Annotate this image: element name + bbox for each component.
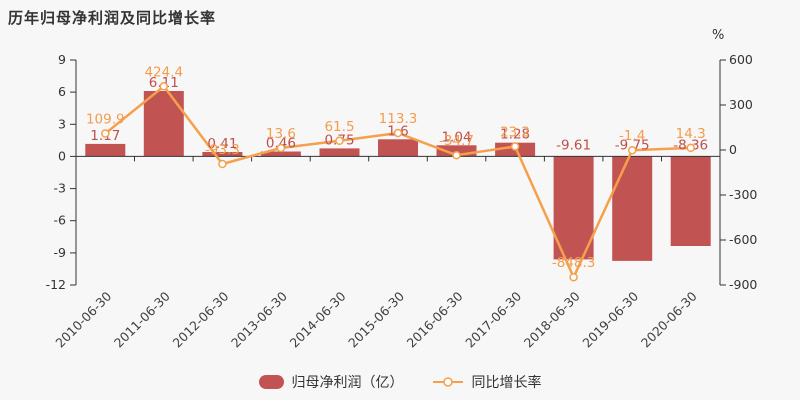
- point-2013-06-30[interactable]: [276, 143, 286, 153]
- line-label-2015-06-30: 113.3: [379, 111, 418, 127]
- point-2010-06-30[interactable]: [101, 129, 110, 138]
- bar-label-2013-06-30: 0.46: [266, 136, 296, 152]
- point-2011-06-30[interactable]: [159, 82, 169, 91]
- line-label-2016-06-30: -34.7: [439, 133, 474, 149]
- bar-2013-06-30[interactable]: [260, 151, 301, 157]
- line-label-2013-06-30: 13.6: [266, 126, 296, 142]
- x-label-2019-06-30: 2019-06-30: [579, 288, 641, 350]
- left-axis-tick-label: -9: [54, 245, 67, 260]
- right-axis-tick-label: 600: [729, 52, 753, 67]
- point-2018-06-30[interactable]: [569, 272, 578, 282]
- bar-label-2016-06-30: 1.04: [441, 129, 471, 145]
- left-axis-tick-label: 3: [58, 116, 66, 131]
- x-label-2012-06-30: 2012-06-30: [170, 288, 232, 350]
- chart-title: 历年归母净利润及同比增长率: [8, 9, 217, 27]
- legend: 归母净利润（亿） 同比增长率: [0, 372, 800, 392]
- x-label-2018-06-30: 2018-06-30: [521, 288, 583, 350]
- bar-2015-06-30[interactable]: [378, 139, 418, 157]
- line-label-2014-06-30: 61.5: [324, 119, 354, 135]
- left-axis-tick-label: 9: [58, 52, 66, 67]
- line-label-2010-06-30: 109.9: [86, 112, 125, 128]
- line-label-2019-06-30: -1.4: [619, 128, 645, 144]
- right-axis-tick-label: 0: [729, 142, 737, 157]
- x-label-2016-06-30: 2016-06-30: [404, 288, 466, 350]
- point-2014-06-30[interactable]: [335, 136, 344, 146]
- right-axis-tick-label: -600: [729, 232, 757, 247]
- line-label-2020-06-30: 14.3: [676, 126, 706, 142]
- line-label-2012-06-30: -93.3: [205, 142, 240, 158]
- bar-2014-06-30[interactable]: [319, 148, 360, 157]
- bar-label-2019-06-30: -9.75: [615, 137, 650, 153]
- bar-2016-06-30[interactable]: [436, 145, 477, 157]
- bar-2011-06-30[interactable]: [143, 91, 184, 157]
- line-series-swatch: [432, 377, 463, 387]
- left-axis-tick-label: -6: [54, 213, 67, 228]
- legend-item-growth-rate[interactable]: 同比增长率: [432, 372, 542, 392]
- x-label-2015-06-30: 2015-06-30: [345, 288, 407, 350]
- right-axis-tick-label: -300: [729, 187, 757, 202]
- point-2016-06-30[interactable]: [452, 150, 461, 160]
- bar-label-2012-06-30: 0.41: [207, 136, 237, 152]
- bar-2019-06-30[interactable]: [612, 156, 653, 261]
- x-label-2014-06-30: 2014-06-30: [287, 288, 349, 350]
- line-label-2018-06-30: -848.3: [552, 255, 596, 271]
- x-label-2013-06-30: 2013-06-30: [228, 288, 290, 350]
- left-axis-tick-label: 0: [58, 148, 66, 163]
- right-axis-tick-label: -900: [729, 277, 757, 292]
- bar-2018-06-30[interactable]: [553, 156, 594, 260]
- point-2015-06-30[interactable]: [393, 128, 403, 138]
- bar-2010-06-30[interactable]: [85, 143, 126, 157]
- x-label-2010-06-30: 2010-06-30: [52, 288, 114, 350]
- line-label-2011-06-30: 424.4: [144, 64, 183, 80]
- bar-2012-06-30[interactable]: [202, 152, 243, 157]
- point-2019-06-30[interactable]: [627, 145, 637, 155]
- right-axis-unit: %: [712, 28, 725, 43]
- line-label-2017-06-30: 23.2: [500, 125, 530, 141]
- point-2012-06-30[interactable]: [218, 159, 227, 169]
- bar-label-2018-06-30: -9.61: [556, 137, 591, 153]
- bar-series-swatch: [258, 375, 284, 389]
- right-axis-tick-label: 300: [729, 97, 753, 112]
- left-axis-tick-label: 6: [58, 84, 66, 99]
- legend-label-net-profit: 归母净利润（亿）: [291, 375, 404, 391]
- legend-item-net-profit[interactable]: 归母净利润（亿）: [258, 372, 404, 392]
- point-2017-06-30[interactable]: [510, 142, 520, 151]
- left-axis-tick-label: -12: [46, 277, 66, 292]
- bar-2020-06-30[interactable]: [670, 156, 711, 246]
- x-label-2020-06-30: 2020-06-30: [638, 288, 700, 350]
- legend-label-growth-rate: 同比增长率: [471, 375, 542, 391]
- x-label-2017-06-30: 2017-06-30: [462, 288, 524, 350]
- left-axis-tick-label: -3: [54, 181, 66, 196]
- bar-label-2017-06-30: 1.28: [500, 127, 530, 143]
- x-label-2011-06-30: 2011-06-30: [111, 288, 173, 350]
- point-2020-06-30[interactable]: [686, 143, 695, 153]
